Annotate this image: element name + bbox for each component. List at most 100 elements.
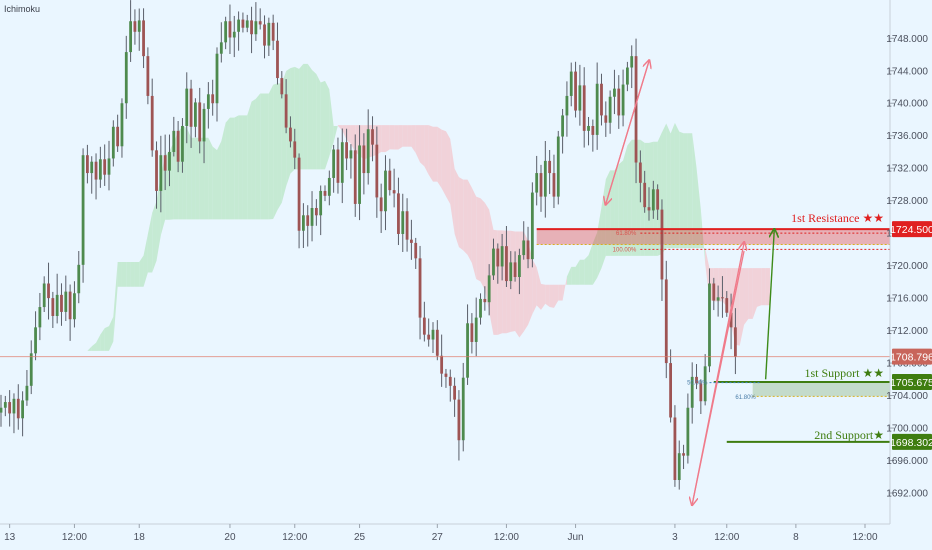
candle <box>55 273 59 324</box>
cloud-segment <box>649 141 654 256</box>
candle <box>258 8 262 30</box>
candle <box>172 116 176 157</box>
cloud-segment <box>722 268 727 307</box>
candle <box>513 251 517 282</box>
price-tags: 1724.500 1708.796 1705.675 1698.302 <box>890 221 932 450</box>
cloud-segment <box>489 209 494 335</box>
x-tick-label: 12:00 <box>494 532 519 543</box>
candle <box>129 0 132 62</box>
candle <box>159 135 163 213</box>
cloud-segment <box>407 125 412 147</box>
candle <box>0 394 3 427</box>
y-tick-label: 1736.000 <box>886 131 928 142</box>
level-label: 2nd Support★ <box>814 428 884 442</box>
cloud-segment <box>454 168 459 248</box>
x-tick-label: 13 <box>4 532 16 543</box>
candle <box>42 276 46 313</box>
cloud-segment <box>199 137 205 220</box>
candle <box>427 318 431 347</box>
candle <box>414 237 418 269</box>
candle <box>690 362 694 424</box>
cloud-segment <box>553 284 559 308</box>
candle <box>314 199 318 226</box>
candle <box>276 22 279 85</box>
ichimoku-cloud <box>35 63 770 409</box>
x-tick-label: 12:00 <box>852 532 877 543</box>
candle <box>656 184 660 220</box>
candle <box>98 146 102 188</box>
y-tick-label: 1740.000 <box>886 99 928 110</box>
candle <box>111 120 115 167</box>
cloud-segment <box>752 268 757 319</box>
candle <box>323 185 327 202</box>
cloud-segment <box>130 261 135 287</box>
candle <box>181 118 184 173</box>
candle <box>237 11 240 51</box>
cloud-segment <box>700 209 706 264</box>
cloud-segment <box>225 117 230 220</box>
candle <box>185 72 189 144</box>
cloud-segment <box>588 243 593 285</box>
candle <box>600 73 603 126</box>
candle <box>12 393 16 434</box>
cloud-segment <box>109 316 114 351</box>
x-tick-label: 12:00 <box>282 532 307 543</box>
candle <box>228 4 232 54</box>
candle <box>73 281 76 328</box>
candle <box>137 8 141 51</box>
candle <box>716 285 720 317</box>
candle <box>643 170 647 213</box>
candle <box>163 134 167 191</box>
cloud-segment <box>437 126 442 189</box>
candle <box>634 38 638 184</box>
candle <box>64 275 68 322</box>
candle <box>574 61 577 118</box>
candle <box>461 362 465 452</box>
candle <box>686 393 690 464</box>
candle <box>211 79 215 116</box>
candle <box>712 277 716 311</box>
x-tick-label: 27 <box>432 532 444 543</box>
candle <box>90 156 94 194</box>
candle <box>388 158 392 196</box>
cloud-segment <box>316 74 321 170</box>
trend-arrow <box>764 230 775 380</box>
cloud-segment <box>191 137 196 220</box>
cloud-segment <box>385 125 390 153</box>
candle <box>219 22 223 63</box>
candle <box>677 440 681 490</box>
candle <box>38 292 42 341</box>
cloud-segment <box>441 129 446 197</box>
candle <box>232 15 236 58</box>
candle <box>621 69 625 127</box>
candle <box>29 340 33 395</box>
candle <box>647 187 651 221</box>
candle <box>25 370 29 406</box>
cloud-segment <box>614 164 619 256</box>
cloud-segment <box>541 283 546 310</box>
candle <box>146 47 150 105</box>
cloud-segment <box>268 84 274 220</box>
cloud-segment <box>696 167 701 249</box>
candle <box>457 390 461 461</box>
candle <box>703 354 707 406</box>
cloud-segment <box>575 259 580 285</box>
candle <box>107 140 111 191</box>
candle <box>142 8 145 69</box>
candle <box>384 155 387 231</box>
candle <box>77 250 81 304</box>
cloud-segment <box>532 259 537 315</box>
cloud-segment <box>450 138 455 234</box>
cloud-segment <box>765 268 770 306</box>
cloud-segment <box>679 131 684 249</box>
candle <box>734 308 737 375</box>
svg-text:1708.796: 1708.796 <box>890 352 932 364</box>
cloud-segment <box>558 284 563 301</box>
cloud-segment <box>234 115 239 220</box>
candle <box>254 2 258 41</box>
candle <box>708 268 711 373</box>
candle <box>116 114 120 152</box>
candle <box>565 81 569 137</box>
cloud-segment <box>229 117 235 220</box>
